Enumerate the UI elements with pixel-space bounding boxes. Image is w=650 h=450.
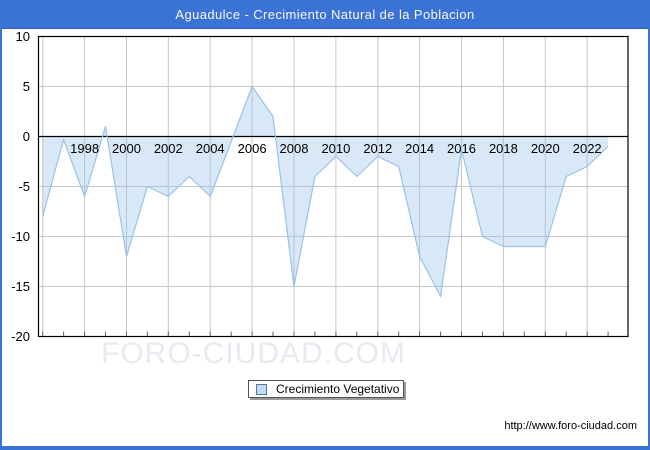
x-tick-label: 2006 [238, 141, 267, 156]
x-tick-label: 2016 [447, 141, 476, 156]
y-tick-label: -15 [11, 279, 30, 294]
x-tick-label: 2018 [489, 141, 518, 156]
chart-canvas: 1998 2000 2002 2004 2006 2008 2010 2012 2014 2016… [2, 29, 648, 446]
legend-label: Crecimiento Vegetativo [276, 382, 400, 396]
legend-marker-icon [256, 383, 267, 395]
area-fill [42, 86, 609, 297]
x-tick-label: 2004 [196, 141, 225, 156]
x-tick-label: 2020 [531, 141, 560, 156]
legend-box: Crecimiento Vegetativo [248, 380, 404, 398]
x-tick-label: 2010 [321, 141, 350, 156]
y-tick-label: 10 [16, 29, 30, 44]
footer-url: http://www.foro-ciudad.com [504, 420, 637, 432]
y-tick-label: 5 [23, 79, 30, 94]
plot-area: 1998 2000 2002 2004 2006 2008 2010 2012 2014 2016… [11, 29, 629, 344]
x-tick-label: 2000 [112, 141, 141, 156]
plot-border [37, 35, 629, 338]
y-tick-label: -20 [11, 329, 30, 344]
x-tick-label: 2002 [154, 141, 183, 156]
x-tick-label: 2014 [405, 141, 434, 156]
x-tick-label: 2012 [363, 141, 392, 156]
chart-title: Aguadulce - Crecimiento Natural de la Po… [2, 2, 648, 29]
y-tick-label: -5 [18, 179, 30, 194]
y-tick-label: 0 [23, 129, 30, 144]
x-tick-label: 1998 [70, 141, 99, 156]
trend-line [42, 85, 609, 298]
x-tick-label: 2008 [280, 141, 309, 156]
x-tick-label: 2022 [573, 141, 602, 156]
watermark-text: FORO-CIUDAD.COM [101, 337, 406, 370]
y-tick-label: -10 [11, 229, 30, 244]
